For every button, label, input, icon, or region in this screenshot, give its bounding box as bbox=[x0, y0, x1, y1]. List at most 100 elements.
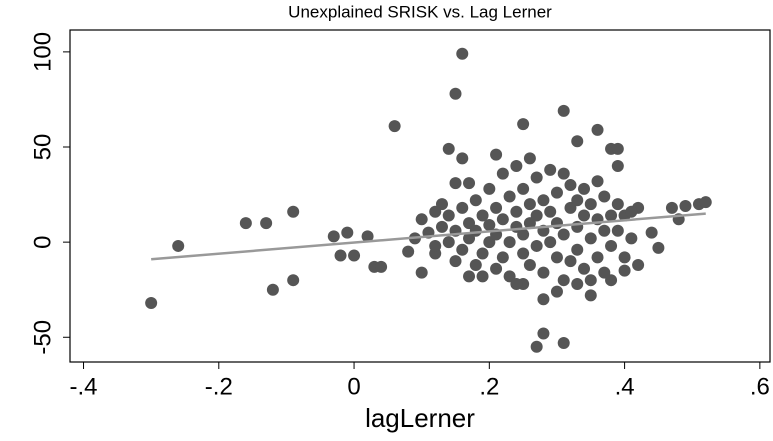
point bbox=[334, 249, 347, 262]
point bbox=[611, 224, 624, 237]
point bbox=[287, 274, 300, 287]
point bbox=[496, 251, 509, 264]
point bbox=[537, 293, 550, 306]
point bbox=[578, 209, 591, 222]
y-tick-label: 0 bbox=[29, 235, 56, 248]
x-tick-label: .2 bbox=[479, 373, 499, 400]
point bbox=[490, 262, 503, 275]
point bbox=[632, 258, 645, 271]
x-axis-label: lagLerner bbox=[365, 403, 475, 433]
point bbox=[699, 196, 712, 209]
point bbox=[503, 190, 516, 203]
point bbox=[557, 274, 570, 287]
x-tick-label: .4 bbox=[615, 373, 635, 400]
point bbox=[591, 175, 604, 188]
x-tick-label: -.4 bbox=[70, 373, 98, 400]
point bbox=[578, 262, 591, 275]
point bbox=[517, 228, 530, 241]
point bbox=[591, 123, 604, 136]
point bbox=[239, 217, 252, 230]
point bbox=[544, 205, 557, 218]
point bbox=[476, 209, 489, 222]
point bbox=[544, 163, 557, 176]
point bbox=[415, 266, 428, 279]
point bbox=[611, 160, 624, 173]
point bbox=[266, 283, 279, 296]
point bbox=[611, 142, 624, 155]
point bbox=[550, 186, 563, 199]
plot-frame bbox=[69, 29, 771, 363]
point bbox=[469, 258, 482, 271]
point bbox=[449, 87, 462, 100]
point bbox=[415, 213, 428, 226]
point bbox=[584, 232, 597, 245]
point bbox=[375, 260, 388, 273]
point bbox=[557, 104, 570, 117]
point bbox=[618, 264, 631, 277]
point bbox=[490, 148, 503, 161]
point bbox=[550, 285, 563, 298]
point bbox=[429, 205, 442, 218]
point bbox=[327, 230, 340, 243]
point bbox=[584, 289, 597, 302]
point bbox=[611, 198, 624, 211]
point bbox=[557, 336, 570, 349]
point bbox=[591, 251, 604, 264]
point bbox=[523, 198, 536, 211]
point bbox=[530, 209, 543, 222]
point bbox=[510, 160, 523, 173]
point bbox=[496, 167, 509, 180]
point bbox=[584, 198, 597, 211]
point bbox=[571, 277, 584, 290]
point bbox=[348, 249, 361, 262]
point bbox=[435, 220, 448, 233]
point bbox=[652, 241, 665, 254]
point bbox=[523, 152, 536, 165]
point bbox=[530, 171, 543, 184]
chart-title: Unexplained SRISK vs. Lag Lerner bbox=[288, 2, 552, 21]
point bbox=[503, 236, 516, 249]
point bbox=[530, 340, 543, 353]
point bbox=[287, 205, 300, 218]
point bbox=[625, 205, 638, 218]
point bbox=[476, 247, 489, 260]
point bbox=[598, 190, 611, 203]
point bbox=[145, 297, 158, 310]
point bbox=[517, 247, 530, 260]
point bbox=[605, 239, 618, 252]
point bbox=[442, 209, 455, 222]
point bbox=[341, 226, 354, 239]
point bbox=[496, 213, 509, 226]
point bbox=[537, 327, 550, 340]
x-tick-label: -.2 bbox=[205, 373, 233, 400]
point bbox=[605, 274, 618, 287]
y-tick-label: 100 bbox=[29, 32, 56, 72]
point bbox=[557, 167, 570, 180]
point bbox=[402, 245, 415, 258]
point bbox=[429, 239, 442, 252]
point bbox=[469, 224, 482, 237]
point bbox=[260, 217, 273, 230]
point bbox=[571, 194, 584, 207]
point bbox=[449, 177, 462, 190]
point bbox=[550, 251, 563, 264]
point bbox=[456, 201, 469, 214]
point bbox=[625, 232, 638, 245]
point bbox=[469, 194, 482, 207]
point bbox=[442, 236, 455, 249]
y-tick-label: 50 bbox=[29, 134, 56, 161]
point bbox=[510, 205, 523, 218]
point bbox=[571, 135, 584, 148]
point bbox=[510, 277, 523, 290]
point bbox=[523, 258, 536, 271]
point bbox=[557, 228, 570, 241]
point bbox=[544, 236, 557, 249]
point bbox=[456, 47, 469, 60]
point bbox=[564, 179, 577, 192]
point bbox=[571, 243, 584, 256]
point bbox=[537, 266, 550, 279]
x-tick-label: .6 bbox=[750, 373, 770, 400]
point bbox=[605, 209, 618, 222]
point bbox=[483, 182, 496, 195]
